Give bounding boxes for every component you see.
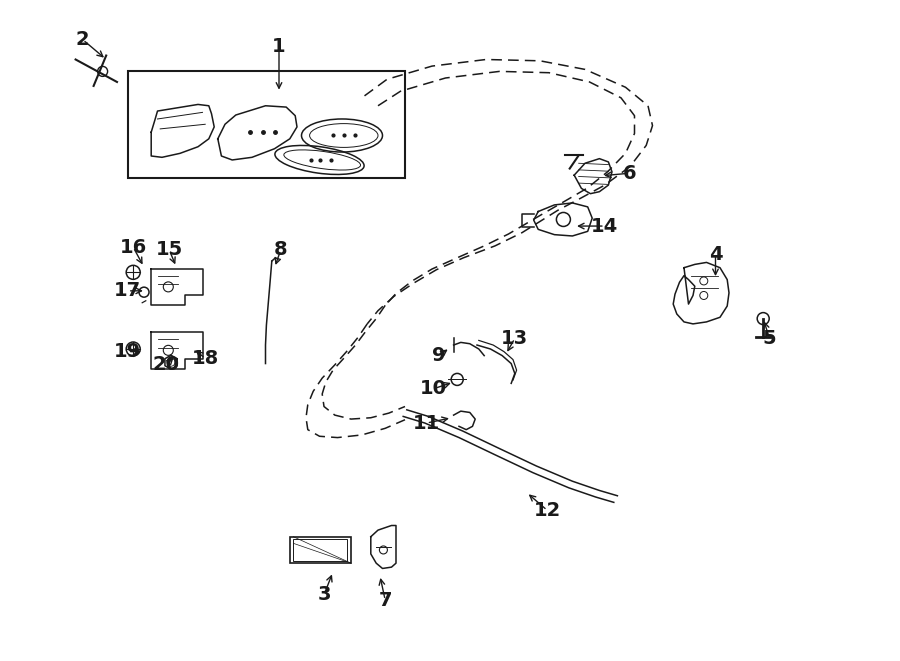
Text: 20: 20 xyxy=(153,356,180,374)
Text: 4: 4 xyxy=(708,245,723,264)
Bar xyxy=(128,71,405,178)
Text: 1: 1 xyxy=(272,37,286,56)
Bar xyxy=(293,539,347,561)
Text: 6: 6 xyxy=(623,164,637,182)
Text: 16: 16 xyxy=(120,238,147,256)
Text: 10: 10 xyxy=(420,379,447,398)
Bar xyxy=(290,537,351,563)
Text: 3: 3 xyxy=(317,586,331,604)
Text: 14: 14 xyxy=(591,217,618,235)
Text: 15: 15 xyxy=(156,241,183,259)
Text: 2: 2 xyxy=(76,30,90,49)
Text: 9: 9 xyxy=(432,346,446,365)
Text: 11: 11 xyxy=(413,414,440,432)
Text: 12: 12 xyxy=(534,501,561,520)
Text: 5: 5 xyxy=(762,329,777,348)
Text: 7: 7 xyxy=(378,591,392,609)
Text: 19: 19 xyxy=(114,342,141,361)
Text: 13: 13 xyxy=(501,329,528,348)
Text: 17: 17 xyxy=(114,282,141,300)
Text: 8: 8 xyxy=(274,241,288,259)
Text: 18: 18 xyxy=(192,349,219,368)
